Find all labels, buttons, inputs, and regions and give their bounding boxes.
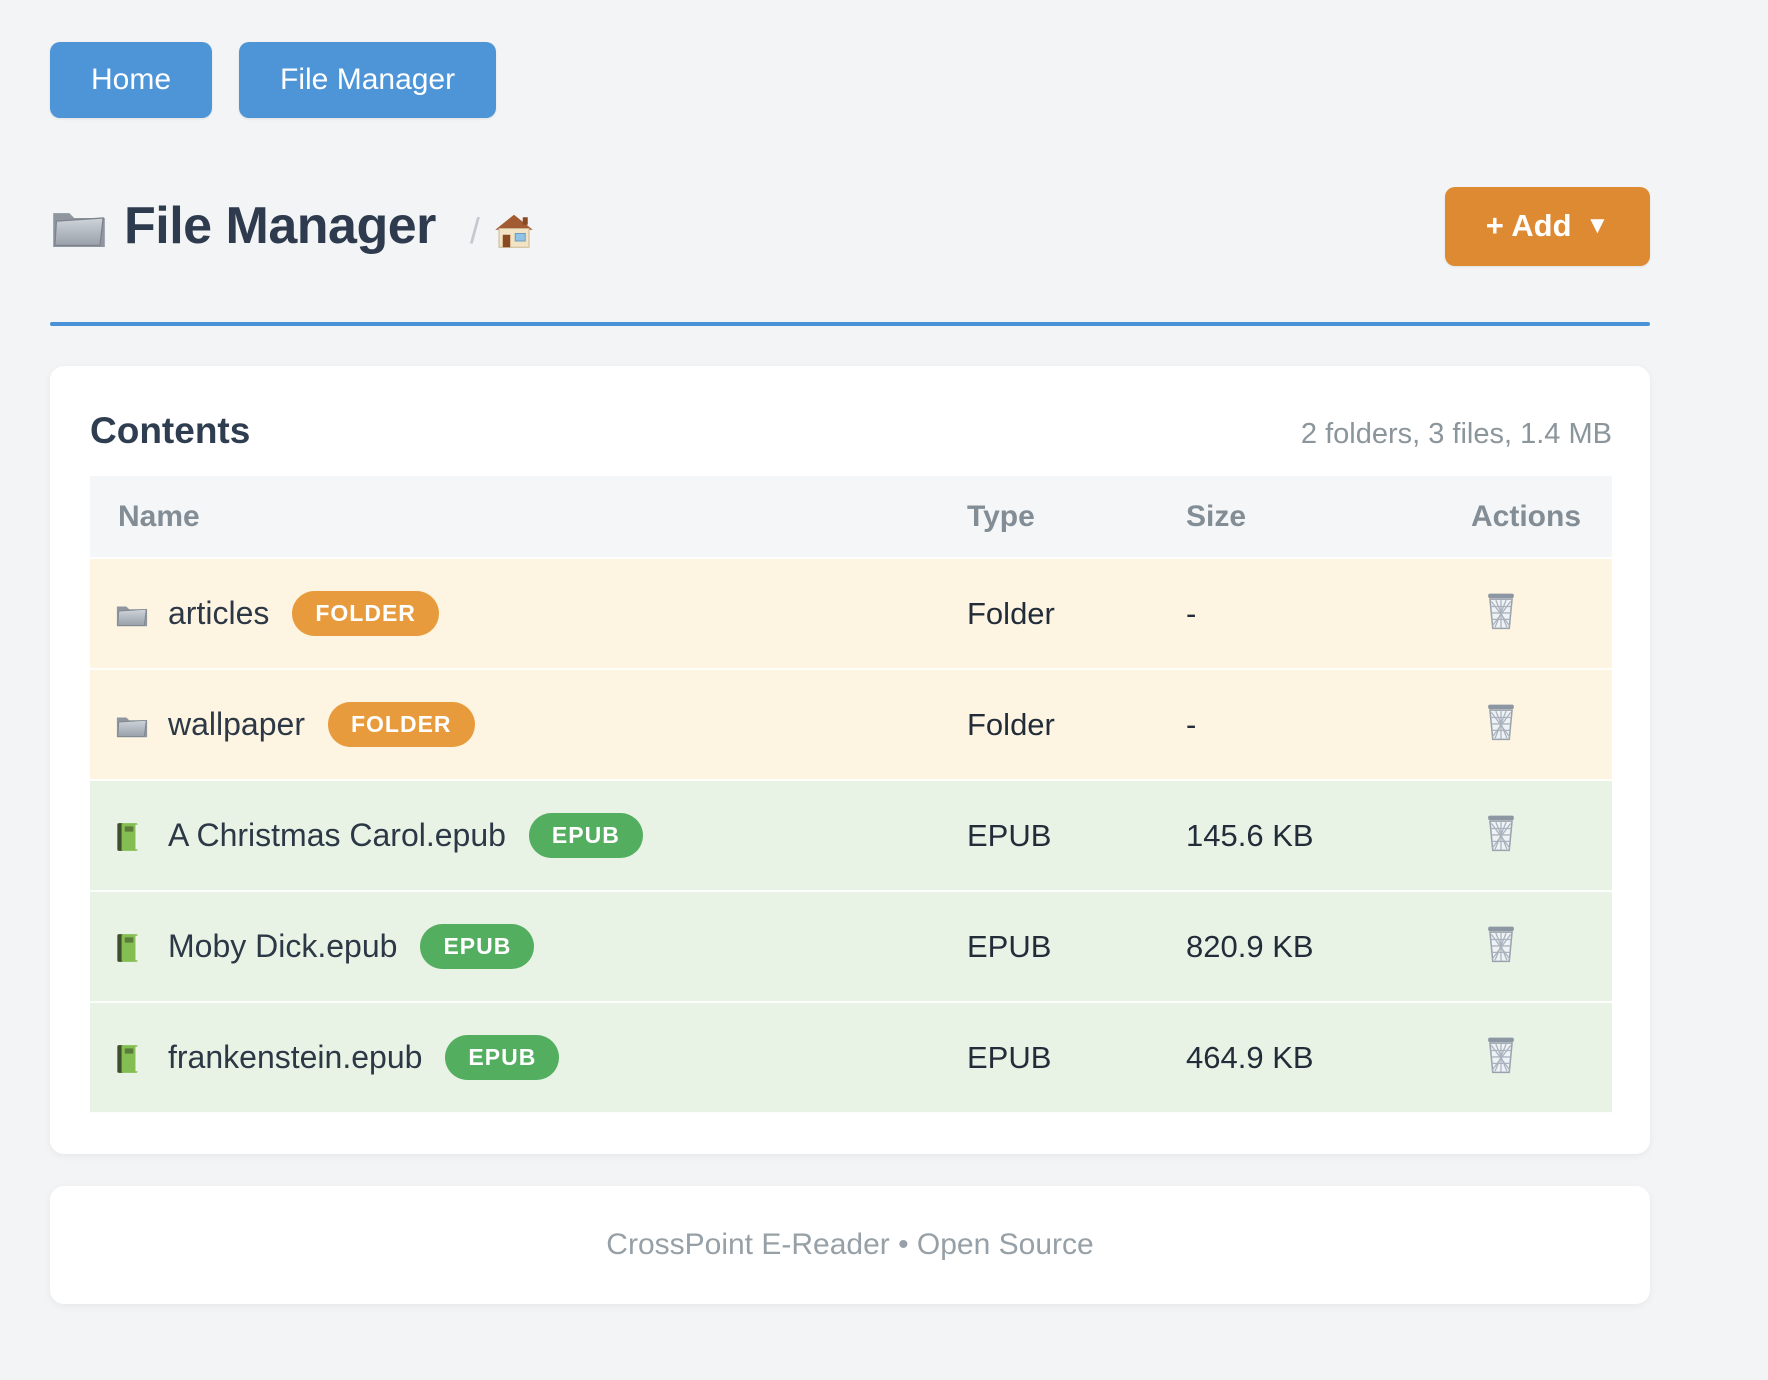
entry-type-badge: FOLDER bbox=[292, 591, 439, 636]
contents-card: Contents 2 folders, 3 files, 1.4 MB Name… bbox=[50, 366, 1650, 1154]
top-nav: Home File Manager bbox=[50, 0, 1650, 118]
entry-type-badge: EPUB bbox=[528, 813, 643, 858]
delete-button[interactable] bbox=[1479, 588, 1523, 636]
entry-size: 820.9 KB bbox=[1186, 928, 1314, 964]
page-title: File Manager bbox=[124, 197, 436, 255]
entry-type: Folder bbox=[967, 706, 1055, 742]
add-button-label: + Add bbox=[1485, 208, 1572, 243]
entry-size: - bbox=[1186, 706, 1197, 742]
book-icon bbox=[115, 821, 149, 851]
trash-icon bbox=[1487, 814, 1515, 851]
folder-icon bbox=[115, 710, 149, 740]
file-table: Name Type Size Actions articles FOLDER F… bbox=[90, 476, 1612, 1114]
entry-name[interactable]: wallpaper bbox=[168, 706, 305, 742]
entry-type-badge: EPUB bbox=[445, 1035, 560, 1080]
entry-size: - bbox=[1186, 595, 1197, 631]
column-header-size: Size bbox=[1186, 499, 1247, 533]
breadcrumb-separator: / bbox=[469, 210, 480, 251]
table-row: Moby Dick.epub EPUB EPUB 820.9 KB bbox=[90, 892, 1612, 1003]
chevron-down-icon: ▼ bbox=[1585, 212, 1610, 239]
column-header-name: Name bbox=[118, 499, 200, 533]
delete-button[interactable] bbox=[1479, 921, 1523, 969]
home-icon[interactable] bbox=[494, 212, 534, 250]
table-header-row: Name Type Size Actions bbox=[90, 476, 1612, 559]
entry-name[interactable]: articles bbox=[168, 595, 270, 631]
trash-icon bbox=[1487, 592, 1515, 629]
contents-heading: Contents bbox=[90, 410, 251, 451]
table-row: wallpaper FOLDER Folder - bbox=[90, 670, 1612, 781]
delete-button[interactable] bbox=[1479, 810, 1523, 858]
file-manager-nav-button[interactable]: File Manager bbox=[239, 42, 497, 118]
entry-name[interactable]: frankenstein.epub bbox=[168, 1039, 423, 1075]
entry-type-badge: FOLDER bbox=[327, 702, 475, 747]
add-button[interactable]: + Add ▼ bbox=[1445, 186, 1650, 266]
entry-type-badge: EPUB bbox=[420, 924, 535, 969]
entry-type: EPUB bbox=[967, 1039, 1052, 1075]
entry-type: Folder bbox=[967, 595, 1055, 631]
column-header-type: Type bbox=[967, 499, 1035, 533]
table-row: frankenstein.epub EPUB EPUB 464.9 KB bbox=[90, 1003, 1612, 1114]
entry-type: EPUB bbox=[967, 928, 1052, 964]
trash-icon bbox=[1487, 925, 1515, 962]
contents-summary: 2 folders, 3 files, 1.4 MB bbox=[1300, 418, 1612, 450]
table-row: articles FOLDER Folder - bbox=[90, 559, 1612, 670]
footer-text: CrossPoint E-Reader • Open Source bbox=[606, 1228, 1094, 1261]
entry-size: 464.9 KB bbox=[1186, 1039, 1314, 1075]
entry-size: 145.6 KB bbox=[1186, 817, 1314, 853]
book-icon bbox=[115, 1043, 149, 1073]
folder-icon bbox=[115, 599, 149, 629]
file-manager-page: Home File Manager File Manager / + Add ▼… bbox=[50, 0, 1650, 1304]
entry-type: EPUB bbox=[967, 817, 1052, 853]
delete-button[interactable] bbox=[1479, 1032, 1523, 1080]
column-header-actions: Actions bbox=[1471, 499, 1582, 533]
trash-icon bbox=[1487, 703, 1515, 740]
page-header: File Manager / + Add ▼ bbox=[50, 180, 1650, 272]
title-underline bbox=[50, 322, 1650, 326]
delete-button[interactable] bbox=[1479, 699, 1523, 747]
trash-icon bbox=[1487, 1036, 1515, 1073]
table-row: A Christmas Carol.epub EPUB EPUB 145.6 K… bbox=[90, 781, 1612, 892]
folder-icon bbox=[50, 201, 108, 251]
home-nav-button[interactable]: Home bbox=[50, 42, 213, 118]
entry-name[interactable]: A Christmas Carol.epub bbox=[168, 817, 506, 853]
book-icon bbox=[115, 932, 149, 962]
breadcrumb: / bbox=[470, 210, 534, 252]
footer: CrossPoint E-Reader • Open Source bbox=[50, 1186, 1650, 1304]
entry-name[interactable]: Moby Dick.epub bbox=[168, 928, 398, 964]
